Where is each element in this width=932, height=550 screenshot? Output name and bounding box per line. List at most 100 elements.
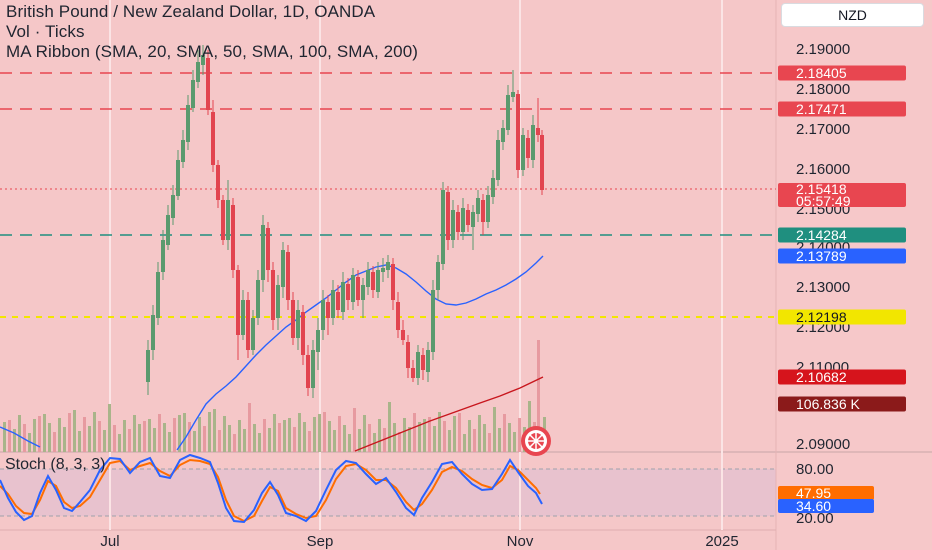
candle — [516, 90, 520, 178]
stoch-indicator-label[interactable]: Stoch (8, 3, 3) — [5, 456, 106, 473]
volume-bar — [238, 420, 241, 452]
candle — [276, 275, 280, 330]
volume-bar — [273, 414, 276, 452]
volume-bar — [148, 419, 151, 452]
volume-indicator-label[interactable]: Vol · Ticks — [6, 22, 85, 41]
volume-bar — [308, 431, 311, 452]
stoch-tick-label: 80.00 — [796, 461, 834, 478]
volume-bar — [398, 432, 401, 452]
price-tag[interactable]: 2.10682 — [778, 369, 906, 385]
candle — [176, 150, 180, 200]
volume-bar — [138, 424, 141, 452]
volume-bar — [303, 422, 306, 452]
volume-bar — [293, 427, 296, 452]
candle — [356, 270, 360, 306]
candle — [251, 310, 255, 355]
volume-bar — [133, 415, 136, 452]
volume-bar — [123, 420, 126, 452]
price-tag[interactable]: 2.13789 — [778, 248, 906, 264]
volume-bar — [458, 413, 461, 452]
event-marker-icon[interactable] — [521, 426, 551, 456]
candle — [286, 245, 290, 310]
candle — [376, 262, 380, 298]
volume-bar — [418, 422, 421, 452]
time-axis[interactable]: Jul Sep Nov 2025 — [100, 533, 738, 550]
volume-bar — [358, 429, 361, 452]
stoch-tick-label: 20.00 — [796, 510, 834, 527]
price-tick-label: 2.09000 — [796, 436, 850, 453]
candle — [471, 205, 475, 250]
volume-bar — [488, 433, 491, 452]
volume-bar — [423, 419, 426, 452]
candle — [401, 320, 405, 345]
volume-bar — [408, 427, 411, 452]
candle — [441, 182, 445, 270]
price-tag-value: 2.18405 — [796, 65, 847, 81]
volume-bar — [93, 412, 96, 452]
candle — [421, 348, 425, 380]
stoch-k-line — [0, 453, 543, 524]
candle — [311, 340, 315, 398]
volume-bar — [313, 417, 316, 452]
volume-bar — [433, 426, 436, 452]
sma20-line — [0, 255, 544, 451]
volume-bar — [203, 426, 206, 452]
symbol-title[interactable]: British Pound / New Zealand Dollar, 1D, … — [6, 2, 376, 21]
price-tag[interactable]: 106.836 K — [778, 396, 906, 412]
candle — [211, 100, 215, 172]
candle — [281, 242, 285, 298]
volume-bar — [363, 415, 366, 452]
stoch-axis[interactable]: 80.00 20.00 — [796, 461, 834, 527]
volume-bar — [253, 424, 256, 452]
volume-bar — [8, 420, 11, 452]
candle — [351, 268, 355, 310]
stochastic-lines — [0, 453, 543, 524]
candle — [416, 345, 420, 385]
stoch-tag-value: 47.95 — [796, 485, 831, 501]
price-tag[interactable]: 2.12198 — [778, 309, 906, 325]
candle — [486, 186, 490, 228]
volume-bar — [158, 414, 161, 452]
volume-bar — [178, 415, 181, 452]
volume-bar — [413, 413, 416, 452]
volume-bar — [263, 419, 266, 452]
volume-bar — [168, 432, 171, 452]
candle — [261, 215, 265, 292]
price-tag[interactable]: 2.14284 — [778, 227, 906, 243]
volume-bar — [243, 429, 246, 452]
candle — [161, 230, 165, 280]
volume-bar — [478, 415, 481, 452]
volume-bar — [468, 420, 471, 452]
volume-bar — [233, 434, 236, 452]
candle — [346, 278, 350, 310]
price-tick-label: 2.18000 — [796, 81, 850, 98]
volume-bar — [493, 407, 496, 452]
price-tag[interactable]: 2.17471 — [778, 101, 906, 117]
price-tag[interactable]: 2.18405 — [778, 65, 906, 81]
volume-bar — [153, 428, 156, 452]
candle — [426, 342, 430, 382]
stoch-tag[interactable]: 47.95 — [778, 485, 874, 501]
volume-bar — [98, 421, 101, 452]
volume-bar — [338, 416, 341, 452]
price-tick-label: 2.17000 — [796, 121, 850, 138]
price-tick-label: 2.16000 — [796, 161, 850, 178]
candle — [371, 266, 375, 298]
candle — [271, 262, 275, 330]
volume-bar — [3, 422, 6, 452]
volume-bar — [383, 428, 386, 452]
candle — [186, 95, 190, 150]
volume-bar — [58, 418, 61, 452]
ma-ribbon-label[interactable]: MA Ribbon (SMA, 20, SMA, 50, SMA, 100, S… — [6, 42, 419, 61]
last-price-value: 2.15418 — [796, 181, 847, 197]
currency-button[interactable]: NZD — [781, 3, 924, 27]
volume-bar — [388, 402, 391, 452]
volume-bar — [188, 422, 191, 452]
volume-bar — [278, 423, 281, 452]
stoch-tag[interactable]: 34.60 — [778, 498, 874, 514]
stoch-d-line — [0, 458, 541, 523]
